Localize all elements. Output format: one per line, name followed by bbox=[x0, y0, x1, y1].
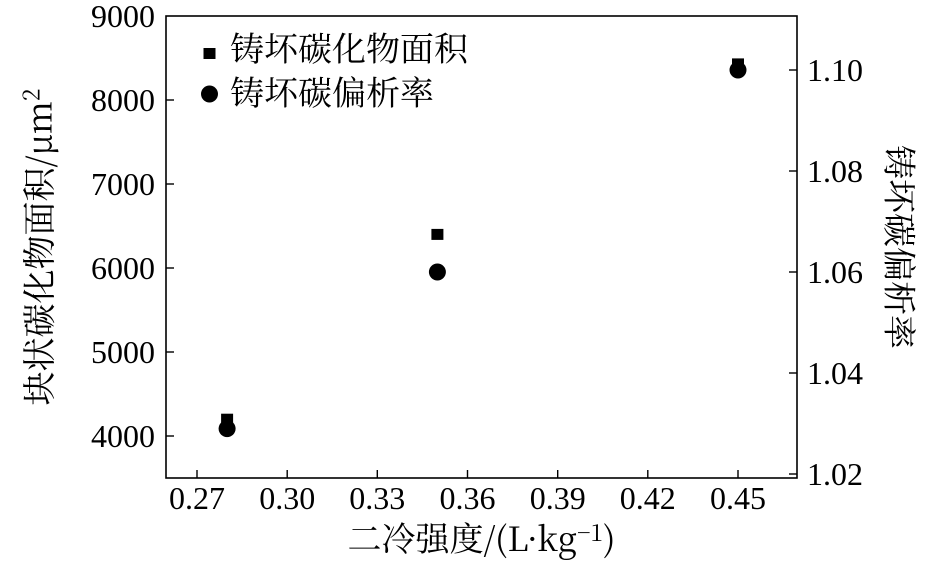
svg-text:二冷强度/(L·kg−1): 二冷强度/(L·kg−1) bbox=[348, 512, 616, 561]
svg-text:1.04: 1.04 bbox=[807, 355, 863, 391]
svg-text:铸坏碳偏析率: 铸坏碳偏析率 bbox=[877, 145, 926, 349]
svg-text:0.39: 0.39 bbox=[530, 480, 586, 516]
svg-text:6000: 6000 bbox=[91, 250, 155, 286]
svg-text:5000: 5000 bbox=[91, 334, 155, 370]
svg-text:1.02: 1.02 bbox=[807, 456, 863, 492]
svg-text:0.33: 0.33 bbox=[349, 480, 405, 516]
svg-text:1.10: 1.10 bbox=[807, 52, 863, 88]
svg-text:0.36: 0.36 bbox=[440, 480, 496, 516]
svg-text:8000: 8000 bbox=[91, 82, 155, 118]
svg-text:1.06: 1.06 bbox=[807, 254, 863, 290]
svg-text:0.30: 0.30 bbox=[259, 480, 315, 516]
svg-text:0.27: 0.27 bbox=[169, 480, 225, 516]
svg-text:0.42: 0.42 bbox=[620, 480, 676, 516]
svg-text:0.45: 0.45 bbox=[710, 480, 766, 516]
svg-text:块状碳化物面积/μm2: 块状碳化物面积/μm2 bbox=[13, 88, 62, 405]
svg-text:4000: 4000 bbox=[91, 418, 155, 454]
svg-text:9000: 9000 bbox=[91, 0, 155, 34]
svg-text:1.08: 1.08 bbox=[807, 153, 863, 189]
svg-text:铸坏碳化物面积: 铸坏碳化物面积 bbox=[230, 22, 468, 71]
svg-text:7000: 7000 bbox=[91, 166, 155, 202]
svg-text:铸坏碳偏析率: 铸坏碳偏析率 bbox=[230, 66, 434, 115]
